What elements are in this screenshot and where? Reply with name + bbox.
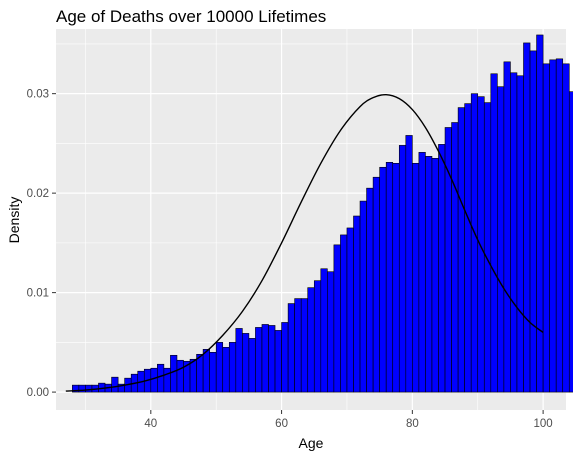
histogram-bar: [170, 354, 178, 393]
histogram-bar: [346, 227, 354, 393]
histogram-bar: [542, 63, 550, 393]
histogram-bar: [438, 144, 446, 393]
histogram-bar: [536, 34, 544, 393]
histogram-bar: [425, 156, 433, 393]
histogram-bar: [497, 86, 505, 393]
histogram-bar: [268, 325, 276, 393]
histogram-bar: [464, 103, 472, 393]
histogram-bar: [215, 342, 224, 393]
histogram-bar: [287, 303, 295, 393]
histogram-bar: [294, 298, 302, 393]
histogram-bar: [300, 298, 309, 393]
chart-title: Age of Deaths over 10000 Lifetimes: [56, 7, 326, 26]
histogram-bar: [85, 384, 93, 393]
histogram-bar: [457, 107, 465, 393]
histogram-bar: [261, 324, 269, 393]
density-curve: [65, 93, 544, 392]
histogram-bar: [307, 287, 315, 393]
y-tick-label: 0.00: [27, 387, 49, 399]
histogram-bar: [405, 135, 413, 393]
histogram-bar: [196, 353, 204, 393]
histogram-bar: [209, 352, 217, 393]
histogram-bar: [111, 376, 119, 393]
histogram-bar: [490, 73, 498, 393]
histogram-bar: [176, 359, 184, 393]
x-axis-title: Age: [299, 435, 324, 451]
histogram-bar: [353, 215, 361, 393]
histogram-bar: [202, 349, 210, 393]
histogram-bar: [150, 367, 158, 393]
histogram-bar: [163, 367, 171, 393]
histogram-bar: [320, 268, 328, 393]
histogram-bar: [255, 327, 263, 393]
histogram-bar: [313, 280, 322, 393]
histogram-bar: [189, 358, 197, 393]
histogram-bar: [503, 61, 511, 393]
histogram-bar: [235, 328, 243, 393]
y-axis-ticks: 0.00 0.01 0.02 0.03: [27, 89, 56, 399]
y-tick-label: 0.02: [27, 188, 49, 200]
histogram-bar: [327, 271, 335, 393]
histogram-bar: [333, 244, 341, 393]
histogram-bar: [372, 176, 380, 393]
histogram-bar: [392, 162, 400, 393]
histogram-bar: [477, 96, 485, 393]
x-tick-label: 40: [144, 418, 157, 430]
histogram-bar: [516, 75, 524, 393]
histogram-bar: [418, 152, 426, 393]
histogram-bar: [242, 333, 250, 393]
histogram-bar: [359, 200, 367, 393]
histogram-bar: [157, 363, 165, 393]
x-tick-label: 60: [275, 418, 288, 430]
histogram-bar: [549, 59, 557, 393]
histogram-bar: [385, 162, 394, 393]
x-tick-label: 80: [406, 418, 419, 430]
histogram-bar: [274, 330, 282, 393]
histogram-bar: [510, 72, 518, 393]
histogram-bar: [562, 63, 570, 393]
histogram-bars: [72, 34, 573, 393]
y-tick-label: 0.03: [27, 89, 49, 101]
histogram-bar: [555, 58, 564, 393]
histogram-bar: [523, 42, 531, 393]
histogram-bar: [228, 342, 237, 393]
histogram-bar: [470, 93, 479, 393]
histogram-bar: [412, 162, 420, 393]
histogram-bar: [529, 50, 537, 393]
histogram-bar: [379, 166, 387, 393]
histogram-bar: [451, 122, 459, 393]
histogram-bar: [483, 102, 492, 393]
histogram-bar: [222, 347, 230, 393]
histogram-bar: [398, 145, 407, 393]
x-tick-label: 100: [534, 418, 553, 430]
histogram-bar: [281, 322, 289, 393]
histogram-bar: [340, 234, 348, 393]
histogram-bar: [248, 338, 256, 393]
y-axis-title: Density: [6, 197, 22, 244]
histogram-bar: [366, 187, 374, 393]
y-tick-label: 0.01: [27, 288, 49, 300]
histogram-bar: [568, 91, 573, 393]
x-axis-ticks: 40 60 80 100: [144, 410, 553, 430]
histogram-bar: [431, 158, 439, 393]
